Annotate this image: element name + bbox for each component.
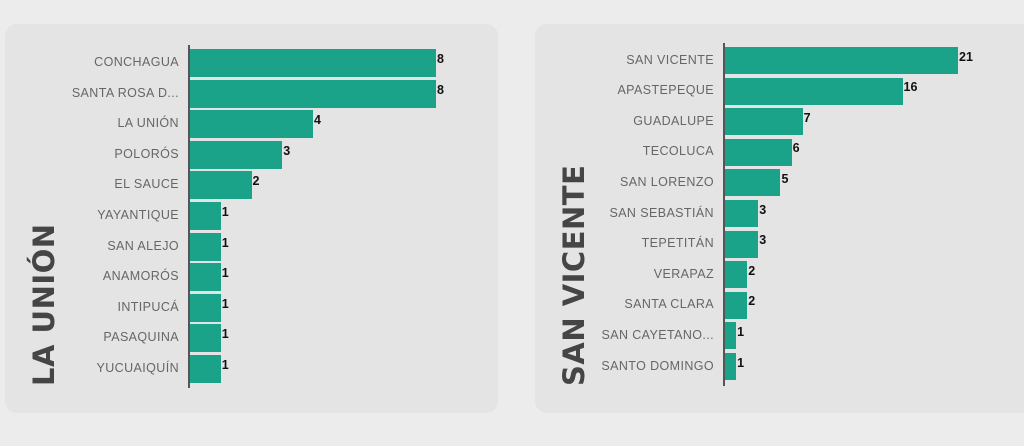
category-label: LA UNIÓN: [117, 116, 179, 131]
data-label: 3: [759, 233, 767, 248]
bar: [725, 291, 748, 319]
category-label: ANAMORÓS: [102, 269, 179, 284]
category-label: VERAPAZ: [653, 266, 714, 281]
data-label: 1: [221, 296, 229, 311]
category-label: SANTO DOMINGO: [601, 358, 714, 373]
chart-title: SAN VICENTE: [557, 164, 591, 386]
category-label: SAN VICENTE: [626, 52, 714, 67]
bar: [190, 171, 252, 200]
chart-panel-la-union: LA UNIÓN CONCHAGUA 8 SANTA ROSA D... 8 LA UN…: [5, 24, 498, 413]
category-label: CONCHAGUA: [94, 55, 179, 69]
category-label: SAN ALEJO: [107, 238, 179, 253]
bar: [725, 47, 958, 74]
y-axis-line: [723, 43, 725, 386]
data-label: 1: [221, 358, 229, 372]
data-label: 2: [748, 263, 756, 278]
bar: [725, 108, 803, 136]
bar: [190, 140, 283, 169]
category-label: YUCUAIQUÍN: [96, 361, 179, 375]
bar: [725, 138, 792, 166]
category-label: SANTA CLARA: [624, 297, 714, 312]
bar: [725, 322, 737, 350]
data-label: 1: [221, 327, 229, 342]
category-label: INTIPUCÁ: [117, 299, 179, 314]
bar: [190, 49, 436, 77]
data-label: 3: [283, 143, 291, 158]
data-label: 6: [792, 141, 800, 156]
bar: [725, 77, 903, 105]
category-label: SANTA ROSA D...: [71, 85, 179, 100]
bar: [190, 324, 221, 353]
data-label: 7: [803, 110, 811, 125]
data-label: 16: [903, 80, 918, 95]
bar: [190, 263, 221, 292]
data-label: 21: [959, 49, 973, 64]
data-label: 8: [437, 52, 444, 66]
data-label: 2: [252, 174, 260, 189]
category-label: TEPETITÁN: [641, 236, 714, 251]
bar: [725, 261, 748, 289]
data-label: 3: [759, 202, 767, 217]
data-label: 2: [748, 294, 756, 309]
category-label: POLORÓS: [114, 146, 179, 161]
chart-title: LA UNIÓN: [27, 223, 61, 386]
bar: [725, 200, 759, 227]
bar: [190, 202, 221, 230]
bar: [725, 169, 781, 197]
bar: [190, 79, 436, 108]
data-label: 1: [221, 266, 229, 281]
category-label: YAYANTIQUE: [97, 208, 179, 222]
category-label: APASTEPEQUE: [617, 83, 714, 98]
bar: [190, 110, 313, 139]
y-axis-line: [188, 45, 190, 388]
data-label: 8: [437, 82, 444, 97]
category-label: GUADALUPE: [633, 113, 714, 128]
bar: [725, 230, 759, 258]
data-label: 5: [781, 171, 789, 186]
category-label: EL SAUCE: [114, 177, 179, 192]
category-label: PASAQUINA: [103, 330, 179, 345]
chart-panel-san-vicente: SAN VICENTE SAN VICENTE 21 APASTEPEQUE 16 GU…: [535, 24, 1024, 413]
data-label: 1: [737, 355, 745, 370]
data-label: 4: [314, 113, 321, 128]
bar: [190, 232, 221, 261]
data-label: 1: [737, 324, 745, 339]
bar: [725, 353, 737, 380]
category-label: TECOLUCA: [642, 144, 714, 159]
category-label: SAN CAYETANO...: [601, 327, 714, 342]
bar: [190, 355, 221, 383]
category-label: SAN LORENZO: [620, 174, 714, 189]
category-label: SAN SEBASTIÁN: [609, 205, 714, 220]
data-label: 1: [221, 235, 229, 250]
data-label: 1: [221, 205, 229, 219]
bar: [190, 293, 221, 322]
